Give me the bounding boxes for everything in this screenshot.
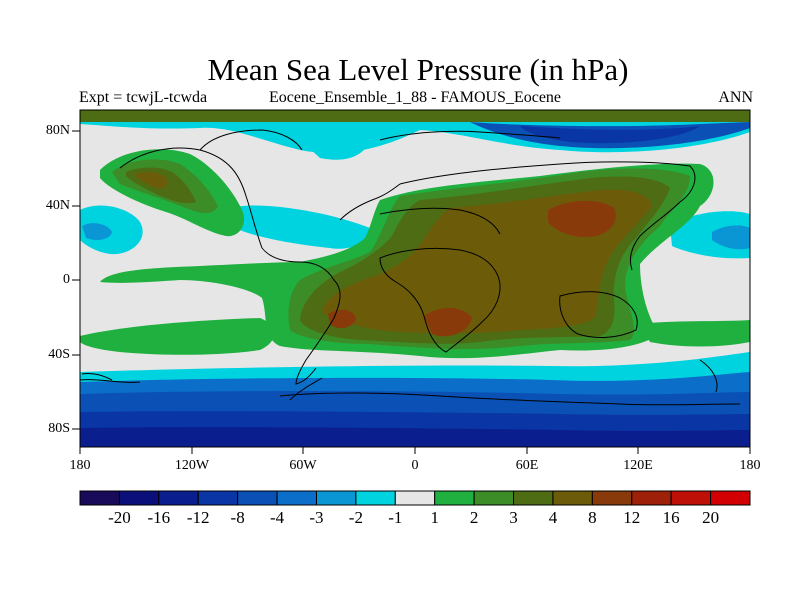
coastlines <box>80 129 741 406</box>
colorbar-label: 2 <box>469 508 479 527</box>
colorbar-label: -16 <box>147 508 171 527</box>
colorbar-box <box>394 490 436 506</box>
colorbar-label: -8 <box>230 508 245 527</box>
y-tick-80s: 80S <box>48 421 70 436</box>
colorbar-label: -12 <box>186 508 210 527</box>
colorbar-label: -2 <box>348 508 363 527</box>
x-tick-60w: 60W <box>289 458 317 473</box>
colorbar-label: 8 <box>588 508 597 527</box>
y-tick-0: 0 <box>63 272 70 287</box>
colorbar-box <box>670 490 712 506</box>
colorbar-label: -1 <box>388 508 403 527</box>
colorbar-box <box>197 490 239 506</box>
colorbar-label: 1 <box>430 508 439 527</box>
y-tick-40s: 40S <box>48 347 70 362</box>
colorbar-label: 4 <box>548 508 558 527</box>
colorbar-box <box>591 490 633 506</box>
plot-title: Mean Sea Level Pressure (in hPa) <box>207 52 629 87</box>
colorbar-label: 20 <box>702 508 720 527</box>
colorbar-box <box>315 490 357 506</box>
colorbar-label: 12 <box>623 508 641 527</box>
colorbar-label: 16 <box>662 508 680 527</box>
x-tick-120e: 120E <box>623 458 653 473</box>
ensemble-label: Eocene_Ensemble_1_88 - FAMOUS_Eocene <box>268 89 562 106</box>
colorbar-box <box>513 490 554 506</box>
colorbar-box <box>434 490 475 506</box>
pressure-field <box>80 110 750 447</box>
colorbar-box <box>552 490 593 506</box>
x-tick-180w: 180 <box>69 458 91 473</box>
colorbar-box <box>631 490 672 506</box>
colorbar-box <box>473 490 515 506</box>
colorbar-box <box>276 490 317 506</box>
colorbar-box <box>710 490 751 506</box>
x-tick-0: 0 <box>411 458 419 473</box>
colorbar-box <box>118 490 160 506</box>
colorbar-box <box>237 490 278 506</box>
experiment-label: Expt = tcwjL-tcwda <box>79 89 208 106</box>
y-tick-40n: 40N <box>45 198 70 213</box>
axis-ticks <box>72 130 751 454</box>
colorbar-label: -3 <box>309 508 324 527</box>
x-tick-180e: 180 <box>739 458 761 473</box>
x-tick-60e: 60E <box>515 458 539 473</box>
colorbar-box <box>158 490 199 506</box>
colorbar-box <box>79 490 120 506</box>
colorbar-label: -20 <box>108 508 131 527</box>
x-tick-120w: 120W <box>174 458 210 473</box>
colorbar-label: -4 <box>269 508 285 527</box>
y-tick-80n: 80N <box>45 123 70 138</box>
colorbar-box <box>355 490 396 506</box>
season-label: ANN <box>718 89 753 106</box>
colorbar-label: 3 <box>509 508 518 527</box>
